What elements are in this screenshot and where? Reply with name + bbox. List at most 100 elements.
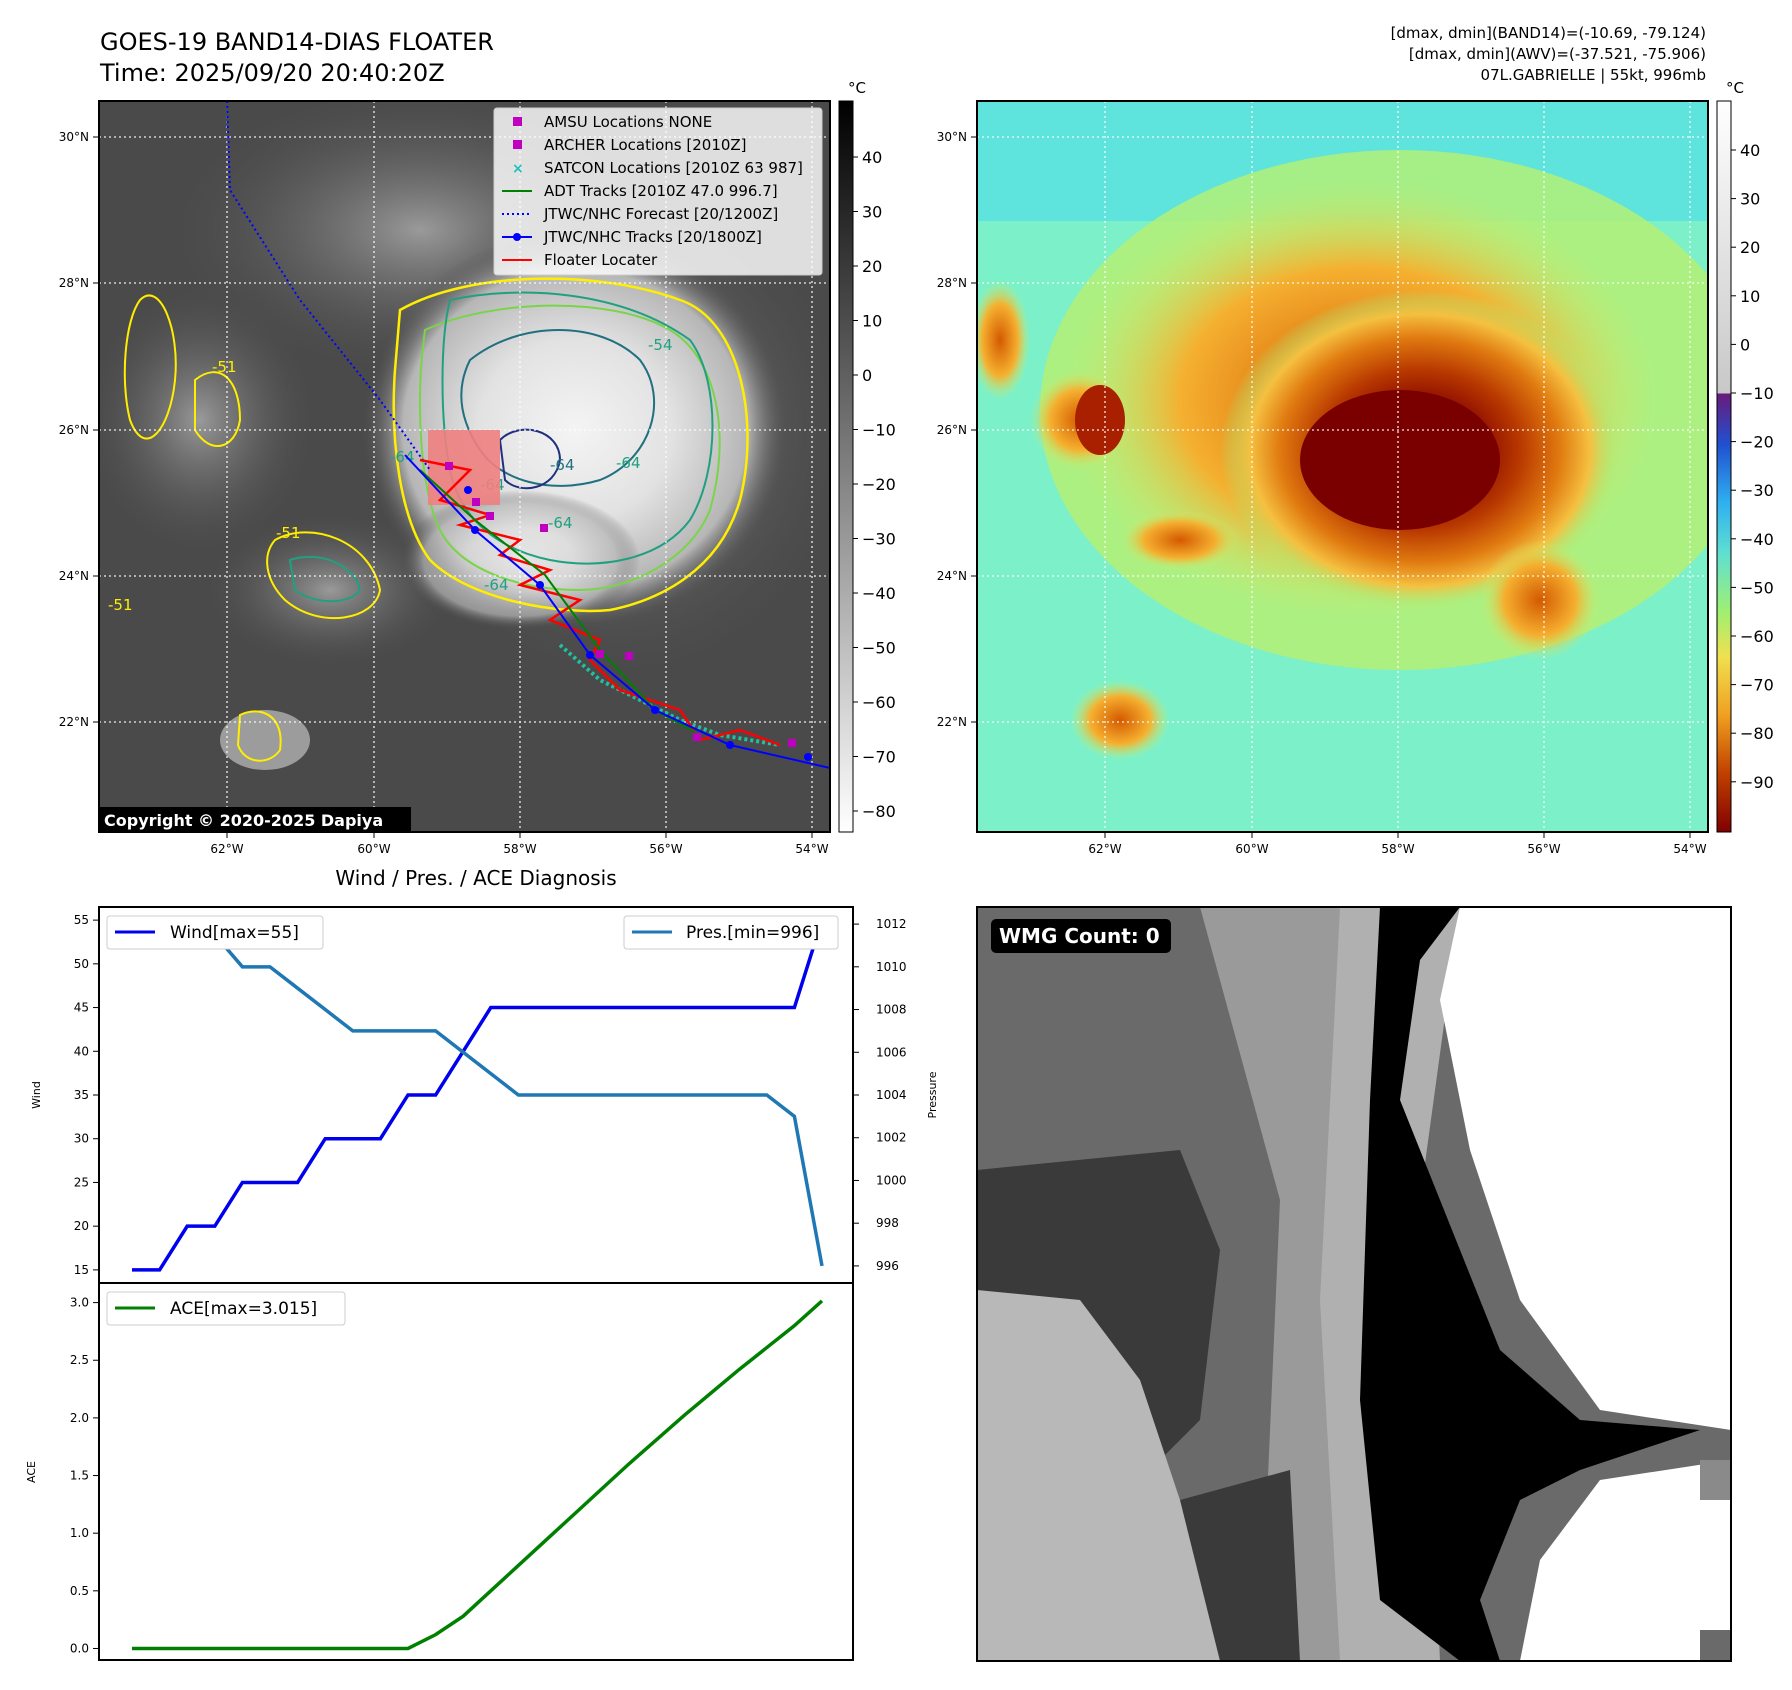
ace-ytick-label: 2.5 (70, 1353, 89, 1367)
lat-label-26n: 26°N (937, 423, 967, 437)
contour-label: -51 (108, 596, 133, 614)
pressure-legend-label: Pres.[min=996] (686, 923, 819, 943)
legend-adt: ADT Tracks [2010Z 47.0 996.7] (544, 182, 778, 200)
lon-label-54w: 54°W (1673, 842, 1706, 856)
lon-label-62w: 62°W (210, 842, 243, 856)
contour-label: -64 (616, 454, 641, 472)
pressure-ytick-label: 1010 (876, 960, 907, 974)
ace-ytick-label: 0.0 (70, 1641, 89, 1655)
color-colorbar: °C 40 30 20 10 0 −10 −20 −30 −40 −50 −60 −70 −80 −90 (1716, 79, 1774, 833)
copyright-box (99, 807, 411, 832)
wind-ytick-label: 55 (74, 913, 89, 927)
lon-label-54w: 54°W (795, 842, 828, 856)
lon-label-56w: 56°W (649, 842, 682, 856)
wind-ytick-label: 40 (74, 1044, 89, 1058)
lat-label-24n: 24°N (59, 569, 89, 583)
wind-ytick-label: 25 (74, 1175, 89, 1189)
contour-label: -64 (390, 448, 415, 466)
wind-ytick-label: 35 (74, 1088, 89, 1102)
lat-label-28n: 28°N (937, 276, 967, 290)
lat-label-22n: 22°N (937, 715, 967, 729)
figure-timestamp: Time: 2025/09/20 20:40:20Z (99, 59, 445, 87)
wmg-count-badge (991, 919, 1171, 953)
pressure-ytick-label: 1006 (876, 1045, 907, 1059)
wind-axis-label: Wind (30, 1081, 43, 1109)
contour-label: -64 (484, 576, 509, 594)
lat-label-30n: 30°N (59, 130, 89, 144)
ace-legend-label: ACE[max=3.015] (170, 1299, 317, 1319)
map-legend: AMSU Locations NONE ARCHER Locations [20… (493, 107, 823, 276)
ir-colorbar-tick-label: 20 (862, 257, 882, 276)
forecast-track (226, 101, 431, 471)
ace-chart: ACE 0.0 0.5 1.0 1.5 2.0 2.5 3.0 ACE[max=3.015] (25, 1282, 854, 1661)
pressure-ytick-label: 996 (876, 1259, 899, 1273)
figure-title: GOES-19 BAND14-DIAS FLOATER (100, 28, 494, 56)
color-colorbar-tick-label: 20 (1740, 238, 1760, 257)
contour-label: -51 (276, 524, 301, 542)
lon-label-56w: 56°W (1527, 842, 1560, 856)
contour-label: -51 (212, 358, 237, 376)
contour-label: -54 (648, 336, 673, 354)
lat-label-26n: 26°N (59, 423, 89, 437)
legend-marker-amsu (513, 117, 522, 126)
wind-ytick-label: 15 (74, 1263, 89, 1277)
ace-ytick-label: 1.5 (70, 1469, 89, 1483)
color-colorbar-tick-label: 0 (1740, 335, 1750, 354)
ace-ytick-label: 3.0 (70, 1296, 89, 1310)
wmg-panel: WMG Count: 0 (976, 906, 1732, 1662)
diagnosis-title: Wind / Pres. / ACE Diagnosis (335, 866, 616, 890)
lat-label-28n: 28°N (59, 276, 89, 290)
legend-tracks: JTWC/NHC Tracks [20/1800Z] (543, 228, 762, 246)
lon-label-60w: 60°W (1235, 842, 1268, 856)
legend-archer: ARCHER Locations [2010Z] (544, 136, 747, 154)
ir-colorbar-tick-label: −80 (862, 802, 896, 821)
lat-label-22n: 22°N (59, 715, 89, 729)
pressure-ytick-label: 1012 (876, 917, 907, 931)
ace-legend: ACE[max=3.015] (106, 1291, 346, 1326)
pressure-series-line (132, 922, 824, 1267)
color-colorbar-tick-label: 30 (1740, 190, 1760, 209)
lon-label-62w: 62°W (1088, 842, 1121, 856)
ace-series-line (132, 1299, 824, 1651)
pressure-legend: Pres.[min=996] (623, 915, 839, 950)
ir-colorbar-tick-label: −50 (862, 639, 896, 658)
wind-pressure-chart: Wind Pressure 15 20 25 30 35 40 45 50 55 996 998 1… (30, 906, 939, 1284)
lat-label-30n: 30°N (937, 130, 967, 144)
awv-range: [dmax, dmin](AWV)=(-37.521, -75.906) (1409, 45, 1706, 63)
ir-colorbar-tick-label: 0 (862, 366, 872, 385)
legend-satcon: SATCON Locations [2010Z 63 987] (544, 159, 803, 177)
wmg-count-label: WMG Count: 0 (999, 924, 1160, 948)
wind-legend-label: Wind[max=55] (170, 923, 299, 943)
colorized-map-panel: 30°N 28°N 26°N 24°N 22°N 62°W 60°W 58°W … (937, 100, 1709, 856)
lon-label-58w: 58°W (503, 842, 536, 856)
ace-ytick-label: 2.0 (70, 1411, 89, 1425)
lat-label-24n: 24°N (937, 569, 967, 583)
ace-axis-label: ACE (25, 1461, 38, 1483)
color-colorbar-tick-label: −80 (1740, 724, 1774, 743)
contour-label: -64 (550, 456, 575, 474)
ace-ytick-label: 1.0 (70, 1526, 89, 1540)
copyright-text: Copyright © 2020-2025 Dapiya (104, 811, 383, 830)
color-colorbar-tick-label: −30 (1740, 481, 1774, 500)
ir-colorbar-tick-label: −60 (862, 693, 896, 712)
pressure-ytick-label: 1000 (876, 1173, 907, 1187)
color-colorbar-tick-label: −20 (1740, 433, 1774, 452)
storm-info: 07L.GABRIELLE | 55kt, 996mb (1481, 66, 1706, 84)
lon-label-60w: 60°W (357, 842, 390, 856)
ir-colorbar-tick-label: −10 (862, 421, 896, 440)
wind-ytick-label: 20 (74, 1219, 89, 1233)
lon-label-58w: 58°W (1381, 842, 1414, 856)
pressure-ytick-label: 1004 (876, 1088, 907, 1102)
legend-amsu: AMSU Locations NONE (544, 113, 712, 131)
color-colorbar-tick-label: 10 (1740, 287, 1760, 306)
wind-legend: Wind[max=55] (106, 915, 324, 950)
ir-colorbar-tick-label: −30 (862, 530, 896, 549)
legend-forecast: JTWC/NHC Forecast [20/1200Z] (543, 205, 778, 223)
satcon-track (558, 643, 781, 747)
ir-colorbar-tick-label: 40 (862, 148, 882, 167)
color-colorbar-tick-label: −10 (1740, 384, 1774, 403)
pressure-axis-label: Pressure (926, 1071, 939, 1118)
color-colorbar-tick-label: −40 (1740, 530, 1774, 549)
color-colorbar-tick-label: −70 (1740, 676, 1774, 695)
